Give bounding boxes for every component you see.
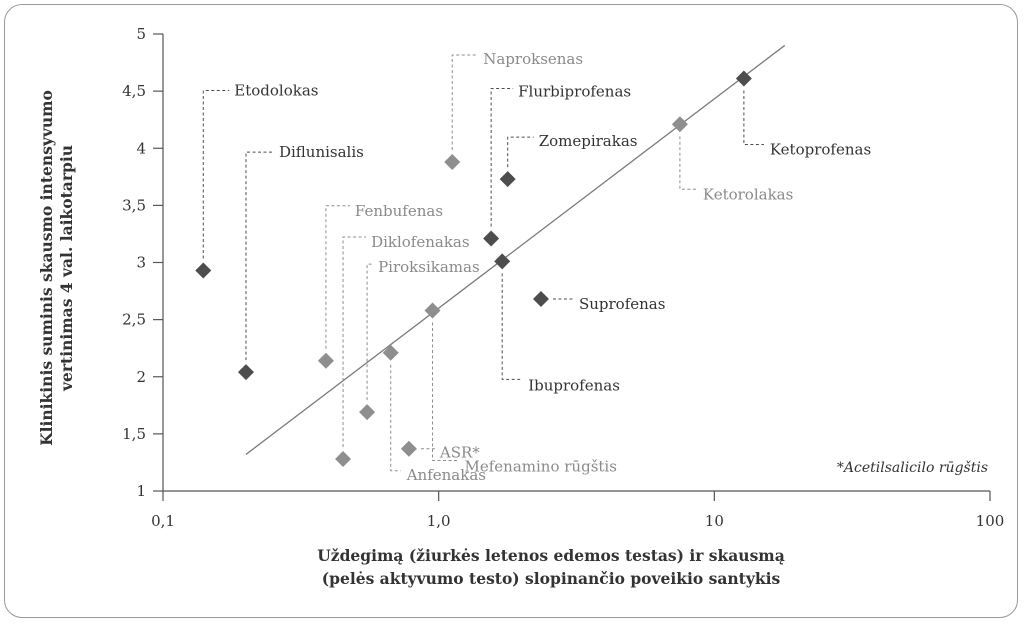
leader-line: [679, 136, 698, 190]
data-point: [195, 262, 212, 279]
point-label: Ibuprofenas: [528, 376, 620, 394]
leader-line: [366, 263, 374, 401]
point-label: Mefenamino rūgštis: [465, 457, 617, 475]
y-tick-label: 5: [136, 25, 146, 43]
point-labels: Etodolokas Diflunisalis Fenbufenas Diklofen…: [234, 50, 871, 484]
data-point: [494, 253, 511, 270]
data-point: [671, 116, 688, 133]
leader-line: [245, 151, 274, 361]
y-tick-label: 4,5: [122, 82, 146, 100]
x-tick-label: 1,0: [427, 512, 451, 530]
data-point: [317, 352, 334, 369]
x-axis-title-line1: Uždegimą (žiurkės letenos edemos testas)…: [317, 546, 785, 565]
leader-line: [743, 90, 764, 146]
point-label: Diklofenakas: [371, 233, 470, 251]
leader-lines: [202, 54, 764, 472]
data-point: [335, 451, 352, 468]
leader-line: [451, 54, 479, 150]
y-tick-label: 1: [136, 482, 146, 500]
point-label: Zomepirakas: [539, 132, 638, 150]
leader-line: [202, 89, 230, 259]
tick-labels: 1 1,5 2 2,5 3 3,5 4 4,5 5 0,1 1,0 10 100: [122, 25, 1004, 530]
y-axis-title-line1: Klinikinis suminis skausmo intensyvumo: [37, 90, 56, 446]
data-point: [444, 153, 461, 170]
x-tick-label: 0,1: [151, 512, 175, 530]
data-point: [400, 440, 417, 457]
y-tick-label: 2: [136, 368, 146, 386]
data-point: [499, 171, 516, 188]
point-label: Ketorolakas: [703, 185, 793, 203]
leader-line: [432, 322, 459, 461]
point-label: Piroksikamas: [378, 258, 480, 276]
x-tick-label: 100: [976, 512, 1005, 530]
point-label: Flurbiprofenas: [518, 83, 631, 101]
y-tick-label: 1,5: [122, 425, 146, 443]
chart-frame: [4, 4, 1018, 618]
leader-line: [325, 205, 350, 349]
point-label: Anfenakas: [406, 466, 486, 484]
point-label: Suprofenas: [579, 295, 665, 313]
point-label: Naproksenas: [483, 50, 583, 68]
data-point: [532, 291, 549, 308]
footnote: *Acetilsalicilo rūgštis: [837, 460, 988, 476]
y-tick-label: 2,5: [122, 311, 146, 329]
data-point: [424, 302, 441, 319]
leader-line: [390, 364, 401, 472]
point-label: Fenbufenas: [355, 202, 443, 220]
data-points: [195, 70, 752, 468]
y-tick-label: 3: [136, 254, 146, 272]
y-axis-title-line2: vertinimas 4 val. laikotarpiu: [57, 145, 76, 392]
axes: [153, 33, 991, 501]
leader-line: [501, 273, 523, 380]
leader-line: [490, 88, 514, 227]
data-point: [735, 70, 752, 87]
x-axis-title-line2: (pelės aktyvumo testo) slopinančio povei…: [322, 569, 781, 588]
y-tick-label: 4: [136, 139, 146, 157]
point-label: Ketoprofenas: [770, 141, 871, 159]
data-point: [382, 344, 399, 361]
trend-line: [245, 44, 786, 455]
point-label: Diflunisalis: [279, 143, 364, 161]
point-label: ASR*: [439, 444, 480, 462]
leader-line: [342, 236, 367, 448]
point-label: Etodolokas: [234, 81, 318, 99]
data-point: [237, 364, 254, 381]
data-point: [483, 230, 500, 247]
y-tick-label: 3,5: [122, 196, 146, 214]
data-point: [359, 404, 376, 421]
leader-line: [507, 136, 534, 168]
x-tick-label: 10: [705, 512, 724, 530]
